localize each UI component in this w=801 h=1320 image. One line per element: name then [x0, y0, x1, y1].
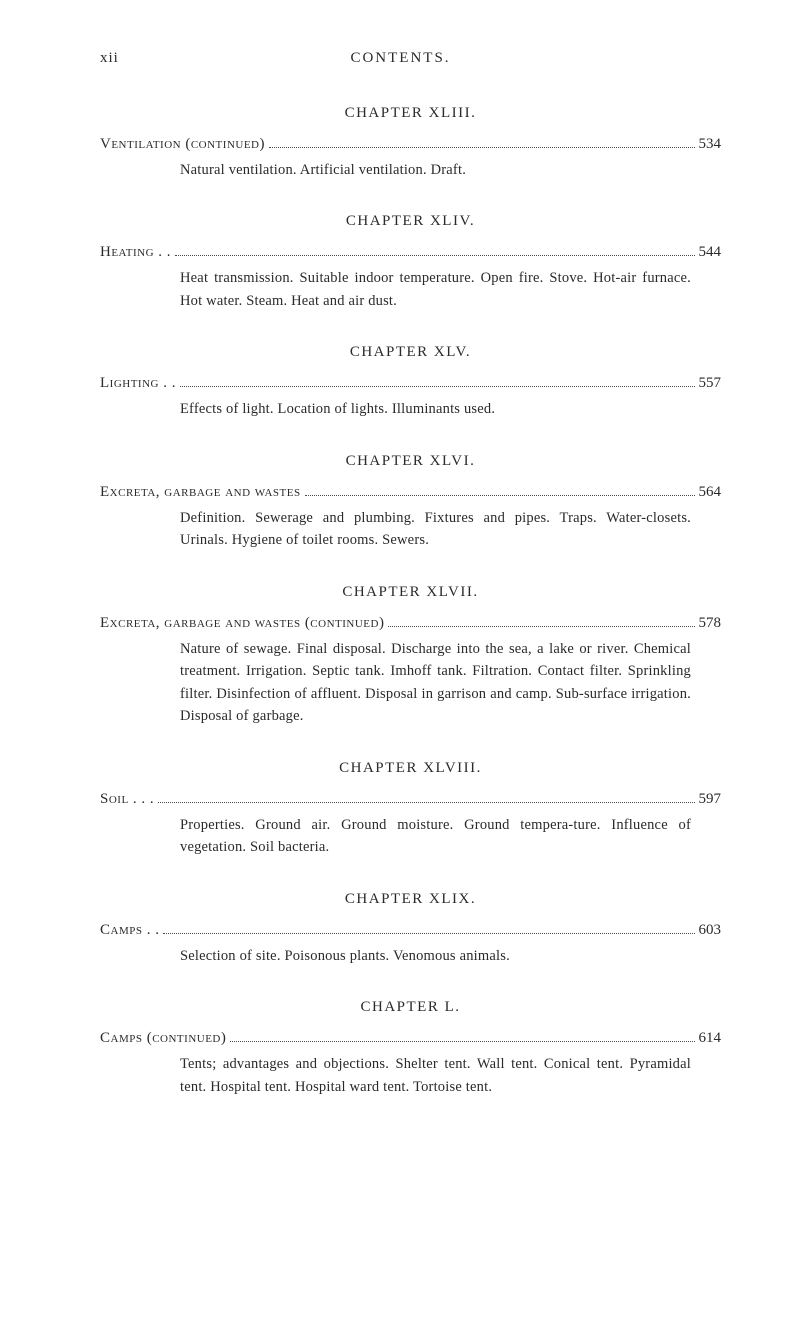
entry-row: Excreta, garbage and wastes (continued) 5… — [100, 615, 721, 632]
chapter-block: CHAPTER XLIII. Ventilation (continued) 534… — [100, 105, 721, 181]
entry-title: Ventilation (continued) — [100, 136, 265, 153]
leader-dots — [163, 933, 694, 934]
page-reference: 564 — [699, 484, 722, 501]
chapter-heading: CHAPTER XLVII. — [100, 584, 721, 601]
chapter-description: Definition. Sewerage and plumbing. Fixtu… — [100, 507, 721, 552]
page-reference: 597 — [699, 791, 722, 808]
chapter-description: Nature of sewage. Final disposal. Discha… — [100, 638, 721, 728]
chapter-block: CHAPTER XLVIII. Soil . . . 597 Properties. … — [100, 760, 721, 859]
entry-row: Heating . . 544 — [100, 244, 721, 261]
entry-row: Excreta, garbage and wastes 564 — [100, 484, 721, 501]
leader-dots — [230, 1041, 694, 1042]
page-number: xii — [100, 50, 119, 67]
page-header: xii CONTENTS. — [100, 50, 721, 67]
page-reference: 614 — [699, 1030, 722, 1047]
contents-title: CONTENTS. — [350, 50, 450, 67]
page-reference: 603 — [699, 922, 722, 939]
chapter-description: Properties. Ground air. Ground moisture.… — [100, 814, 721, 859]
entry-title: Excreta, garbage and wastes (continued) — [100, 615, 384, 632]
chapter-heading: CHAPTER XLV. — [100, 344, 721, 361]
entry-title: Camps (continued) — [100, 1030, 226, 1047]
entry-row: Lighting . . 557 — [100, 375, 721, 392]
leader-dots — [269, 147, 695, 148]
chapter-block: CHAPTER L. Camps (continued) 614 Tents; adv… — [100, 999, 721, 1098]
leader-dots — [305, 495, 695, 496]
chapter-block: CHAPTER XLIX. Camps . . 603 Selection of si… — [100, 891, 721, 967]
chapter-block: CHAPTER XLVII. Excreta, garbage and waste… — [100, 584, 721, 728]
leader-dots — [388, 626, 694, 627]
chapter-block: CHAPTER XLIV. Heating . . 544 Heat transmis… — [100, 213, 721, 312]
page-reference: 544 — [699, 244, 722, 261]
leader-dots — [158, 802, 694, 803]
chapter-heading: CHAPTER XLVIII. — [100, 760, 721, 777]
leader-dots — [175, 255, 694, 256]
chapter-description: Heat transmission. Suitable indoor tempe… — [100, 267, 721, 312]
leader-dots — [180, 386, 695, 387]
chapter-description: Natural ventilation. Artificial ventilat… — [100, 159, 721, 181]
chapters-container: CHAPTER XLIII. Ventilation (continued) 534… — [100, 105, 721, 1098]
chapter-description: Selection of site. Poisonous plants. Ven… — [100, 945, 721, 967]
entry-row: Ventilation (continued) 534 — [100, 136, 721, 153]
chapter-block: CHAPTER XLVI. Excreta, garbage and wastes… — [100, 453, 721, 552]
entry-title: Camps . . — [100, 922, 159, 939]
chapter-heading: CHAPTER L. — [100, 999, 721, 1016]
chapter-heading: CHAPTER XLIX. — [100, 891, 721, 908]
chapter-heading: CHAPTER XLIII. — [100, 105, 721, 122]
chapter-heading: CHAPTER XLIV. — [100, 213, 721, 230]
chapter-heading: CHAPTER XLVI. — [100, 453, 721, 470]
chapter-description: Effects of light. Location of lights. Il… — [100, 398, 721, 420]
entry-title: Heating . . — [100, 244, 171, 261]
page-reference: 578 — [699, 615, 722, 632]
chapter-block: CHAPTER XLV. Lighting . . 557 Effects of li… — [100, 344, 721, 420]
entry-title: Lighting . . — [100, 375, 176, 392]
page-reference: 534 — [699, 136, 722, 153]
entry-row: Camps . . 603 — [100, 922, 721, 939]
entry-title: Soil . . . — [100, 791, 154, 808]
entry-row: Camps (continued) 614 — [100, 1030, 721, 1047]
entry-row: Soil . . . 597 — [100, 791, 721, 808]
entry-title: Excreta, garbage and wastes — [100, 484, 301, 501]
chapter-description: Tents; advantages and objections. Shelte… — [100, 1053, 721, 1098]
page-reference: 557 — [699, 375, 722, 392]
